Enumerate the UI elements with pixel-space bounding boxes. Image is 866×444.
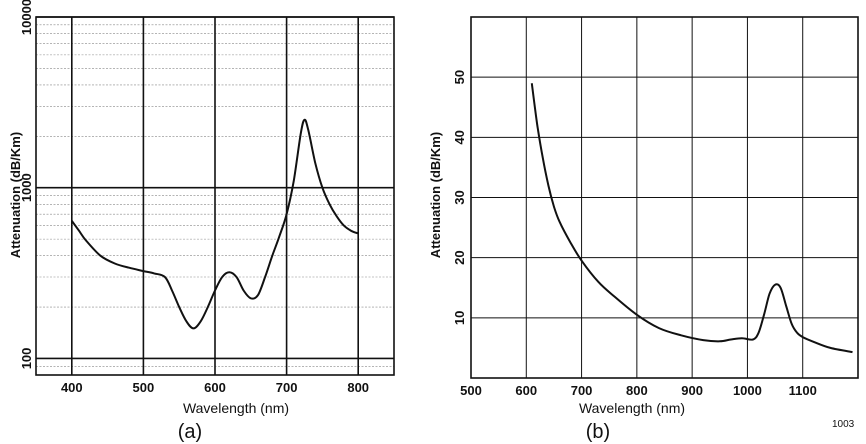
chart-a-frame — [35, 16, 395, 376]
chart-b-frame — [470, 16, 859, 379]
chart-b-y-tick-label: 40 — [452, 130, 467, 144]
figure-code: 1003 — [832, 419, 855, 430]
chart-a-x-tick-label: 700 — [276, 380, 298, 395]
chart-b-x-tick-label: 500 — [460, 383, 482, 398]
chart-b-y-axis-label: Attenuation (dB/Km) — [428, 132, 443, 258]
chart-b-y-tick-label: 10 — [452, 311, 467, 325]
chart-a-y-tick-label: 100 — [19, 348, 34, 370]
chart-b-x-tick-label: 900 — [681, 383, 703, 398]
chart-a-y-tick-labels: 100 1000 10000 — [19, 0, 34, 369]
chart-b-x-tick-label: 1000 — [733, 383, 762, 398]
chart-b-y-tick-label: 50 — [452, 70, 467, 84]
chart-b-x-tick-labels: 500 600 700 800 900 1000 1100 — [460, 383, 817, 398]
chart-b-x-tick-label: 700 — [571, 383, 593, 398]
chart-b-y-tick-label: 30 — [452, 190, 467, 204]
chart-b-x-axis-label: Wavelength (nm) — [579, 400, 685, 416]
chart-a-x-tick-labels: 400 500 600 700 800 — [61, 380, 369, 395]
chart-a-major-grid — [36, 16, 394, 375]
chart-a-x-tick-label: 800 — [347, 380, 369, 395]
chart-a-panel-label: (a) — [178, 421, 202, 443]
chart-a-x-tick-label: 600 — [204, 380, 226, 395]
chart-b-y-tick-labels: 10 20 30 40 50 — [452, 70, 467, 325]
chart-b-series-line — [530, 83, 853, 354]
chart-a: 400 500 600 700 800 100 1000 10000 Wavelength … — [8, 0, 395, 443]
chart-b-y-tick-label: 20 — [452, 250, 467, 264]
chart-b: 500 600 700 800 900 1000 1100 10 20 30 40 50 Wavel… — [428, 16, 859, 443]
chart-b-panel-label: (b) — [586, 421, 610, 443]
chart-b-x-tick-label: 1100 — [789, 383, 817, 398]
chart-a-series-line — [70, 118, 359, 330]
chart-b-major-grid — [471, 17, 858, 378]
chart-a-y-tick-label: 1000 — [19, 173, 34, 202]
chart-a-y-axis-label: Attenuation (dB/Km) — [8, 132, 23, 258]
chart-b-x-tick-label: 600 — [515, 383, 537, 398]
chart-a-x-tick-label: 400 — [61, 380, 83, 395]
chart-b-x-tick-label: 800 — [626, 383, 648, 398]
chart-a-x-tick-label: 500 — [133, 380, 155, 395]
chart-a-x-axis-label: Wavelength (nm) — [183, 400, 289, 416]
chart-a-y-tick-label: 10000 — [19, 0, 34, 35]
